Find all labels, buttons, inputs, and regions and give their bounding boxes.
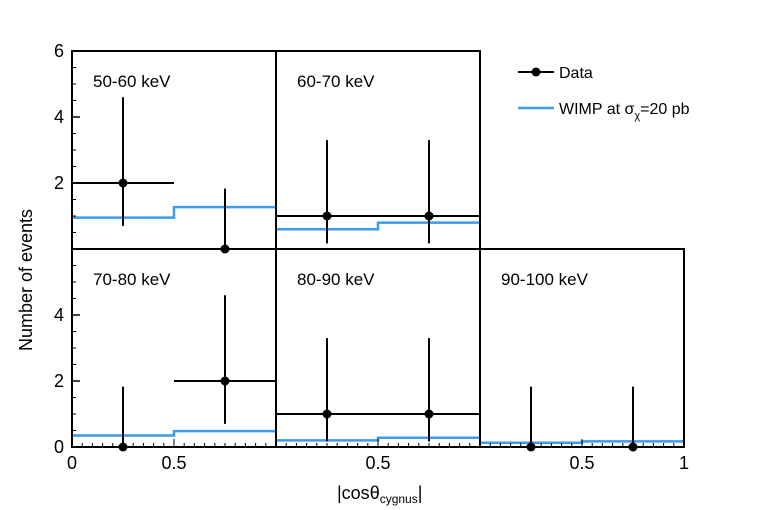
panels-layer: 50-60 keV 60-70 keV 70-80 keV 80-90 keV 90-1… [54,41,689,473]
wimp-histogram [72,205,276,219]
x-axis-title: |cosθcygnus| [337,483,422,506]
data-point [118,178,128,188]
panel-label: 60-70 keV [297,72,375,91]
legend-data-label: Data [559,65,593,82]
panel-80-90-kev: 80-90 keV [275,248,481,448]
wimp-histogram [72,429,276,437]
y-tick-label: 0 [54,437,64,457]
data-point [220,376,230,386]
x-tick-label: 0.5 [365,453,390,473]
y-axis-title: Number of events [16,209,36,351]
x-axis-title-theta: θ [370,483,380,503]
axis-titles: Number of events |cosθcygnus| [16,209,422,506]
x-axis-title-sub: cygnus [380,492,418,506]
legend-wimp-prefix: WIMP at [559,101,625,118]
y-tick-label: 4 [54,107,64,127]
y-tick-label: 6 [54,41,64,61]
data-point [424,409,434,419]
x-tick-label: 0 [67,453,77,473]
panel-label: 50-60 keV [93,72,171,91]
panel-90-100-kev: 90-100 keV [479,248,685,452]
legend-wimp-suffix: =20 pb [640,101,689,118]
panel-label: 80-90 keV [297,270,375,289]
data-point [424,211,434,221]
panel-60-70-kev: 60-70 keV [275,50,481,250]
y-tick-label: 2 [54,173,64,193]
y-tick-label: 2 [54,371,64,391]
y-tick-label: 4 [54,305,64,325]
x-tick-label: 1 [679,453,689,473]
wimp-histogram [276,221,480,231]
panel-label: 70-80 keV [93,270,171,289]
panel-label: 90-100 keV [501,270,589,289]
panel-50-60-kev: 50-60 keV [71,50,277,254]
legend-wimp-sigma: σ [625,101,635,118]
panel-70-80-kev: 70-80 keV [71,248,277,452]
legend-wimp-label: WIMP at σχ=20 pb [559,101,690,122]
x-tick-label: 0.5 [161,453,186,473]
legend-data-marker-dot [531,67,541,77]
x-axis-title-end: | [418,483,423,503]
legend-wimp-chi: χ [634,110,640,122]
x-tick-label: 0.5 [569,453,594,473]
legend: Data WIMP at σχ=20 pb [518,65,690,122]
x-axis-title-main: |cos [337,483,370,503]
